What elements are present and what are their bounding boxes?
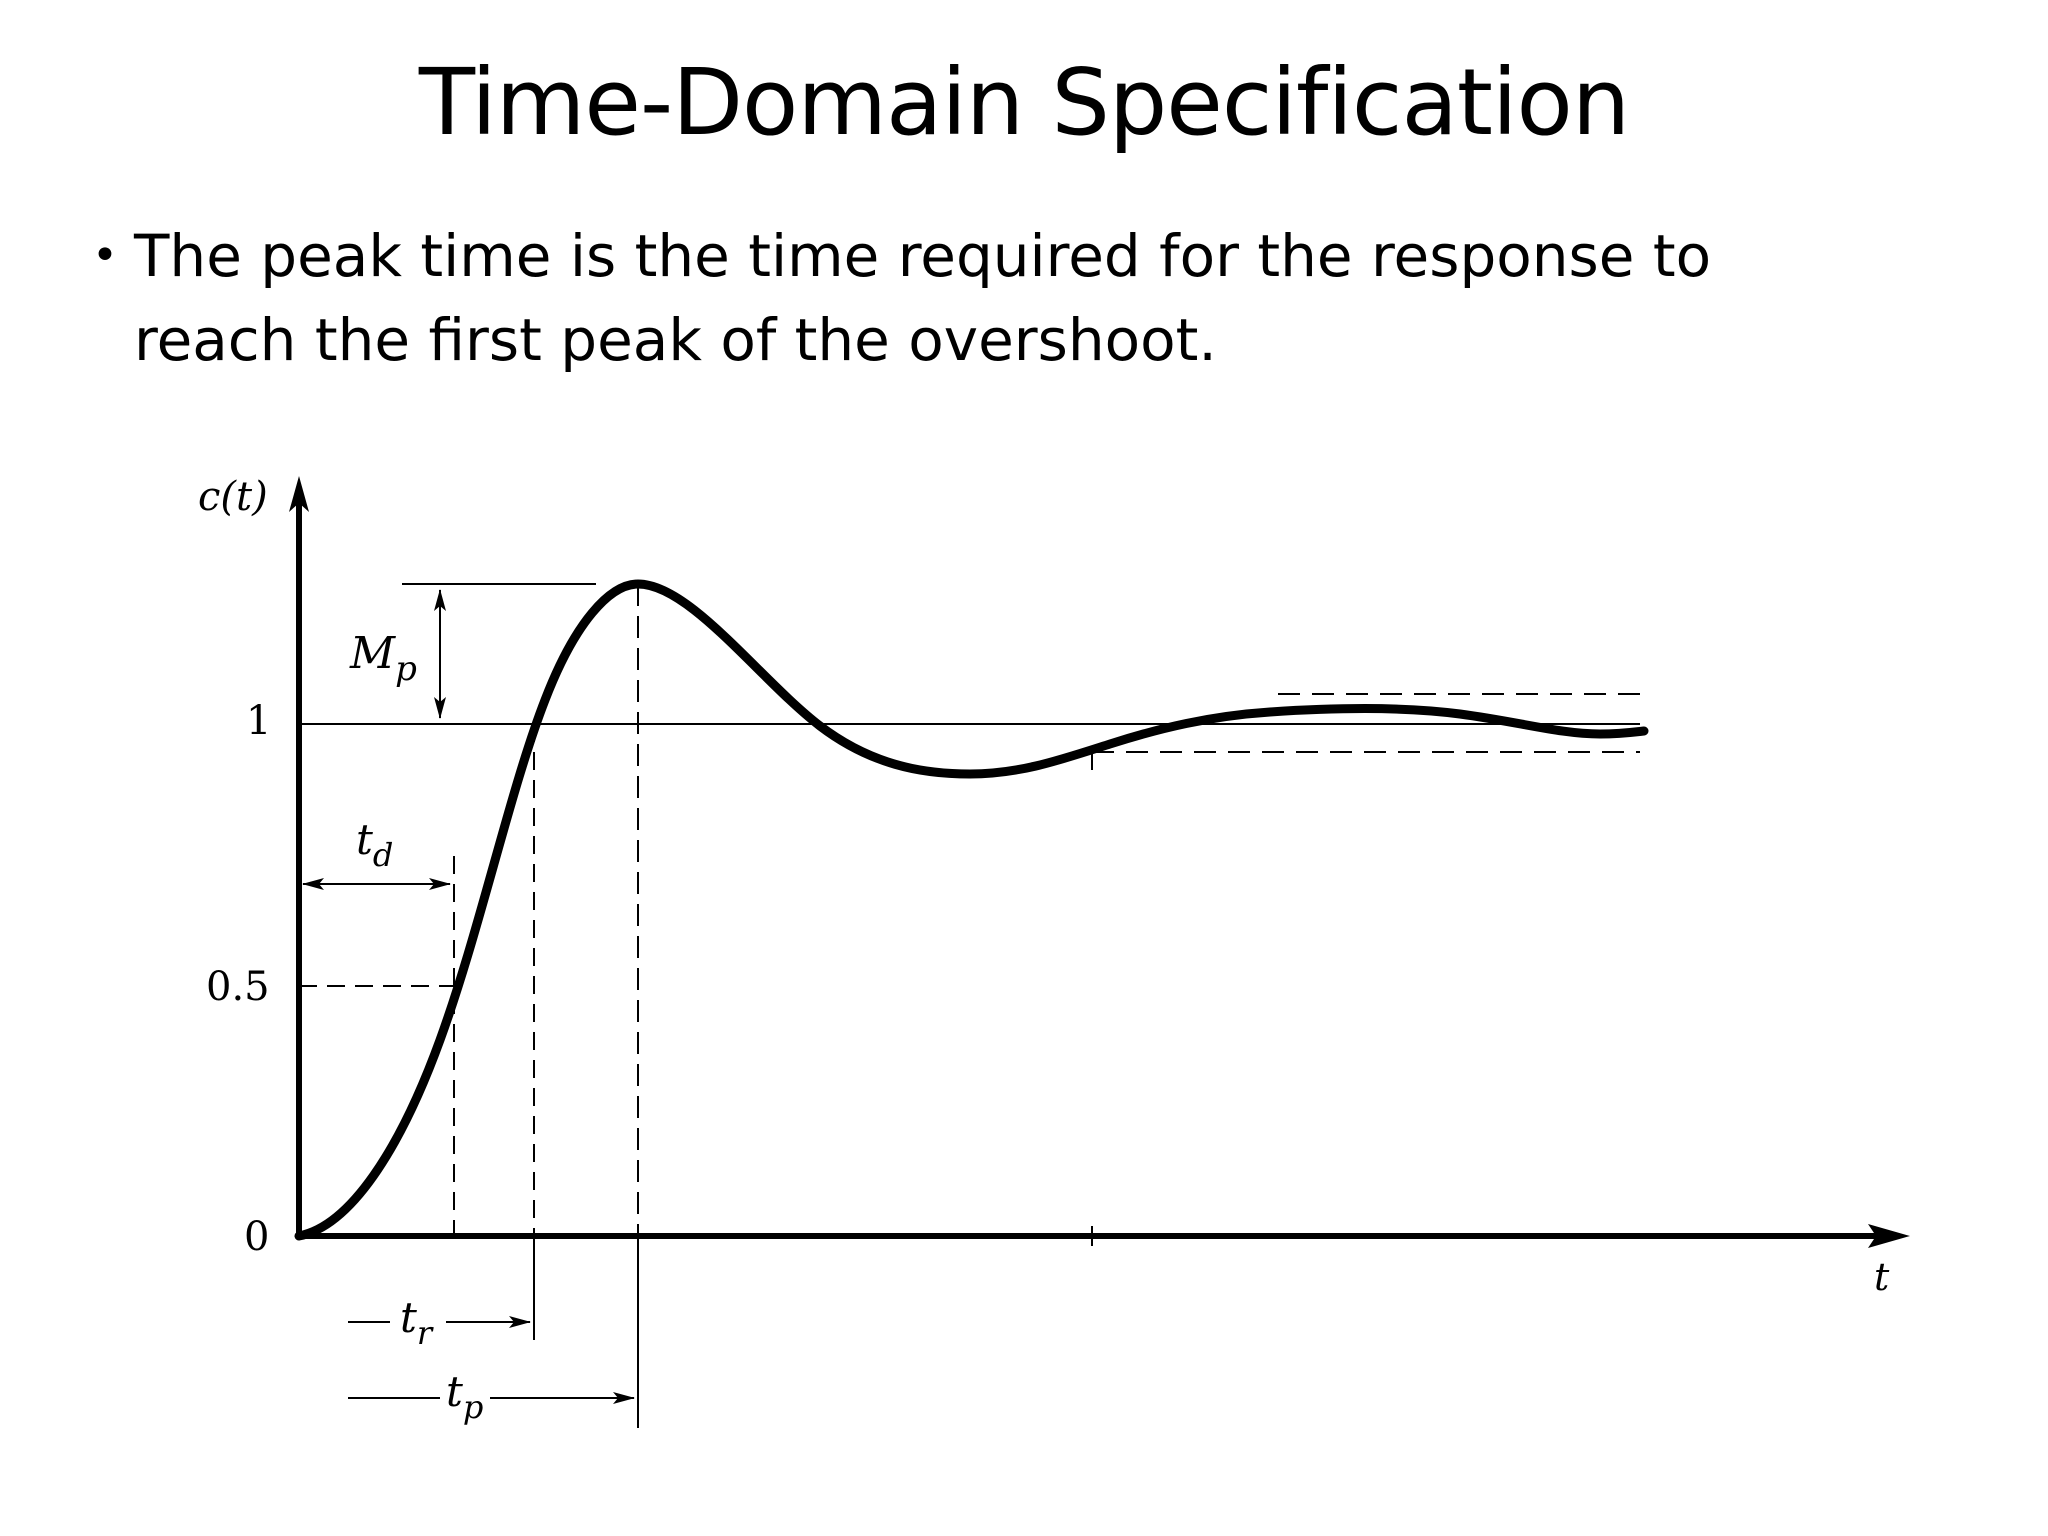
max-overshoot-label: Mp <box>349 628 417 689</box>
x-axis-arrow <box>1868 1224 1910 1248</box>
delay-time-label: td <box>356 815 393 874</box>
peak-time-label: tp <box>446 1367 483 1426</box>
y-axis-arrow <box>289 476 309 512</box>
slide-title: Time-Domain Specification <box>418 49 1630 156</box>
tick-label-half: 0.5 <box>206 964 270 1010</box>
x-axis-label: t <box>1874 1255 1890 1299</box>
y-axis <box>289 476 309 1236</box>
y-axis-label: c(t) <box>198 474 268 520</box>
tick-label-zero: 0 <box>244 1214 269 1260</box>
bullet-text: The peak time is the time required for t… <box>134 222 1712 374</box>
tick-label-one: 1 <box>246 698 271 744</box>
x-axis <box>299 1224 1910 1248</box>
step-response-curve <box>294 579 1649 1241</box>
bullet-dot: • <box>92 230 118 281</box>
rise-time-label: tr <box>400 1293 434 1352</box>
